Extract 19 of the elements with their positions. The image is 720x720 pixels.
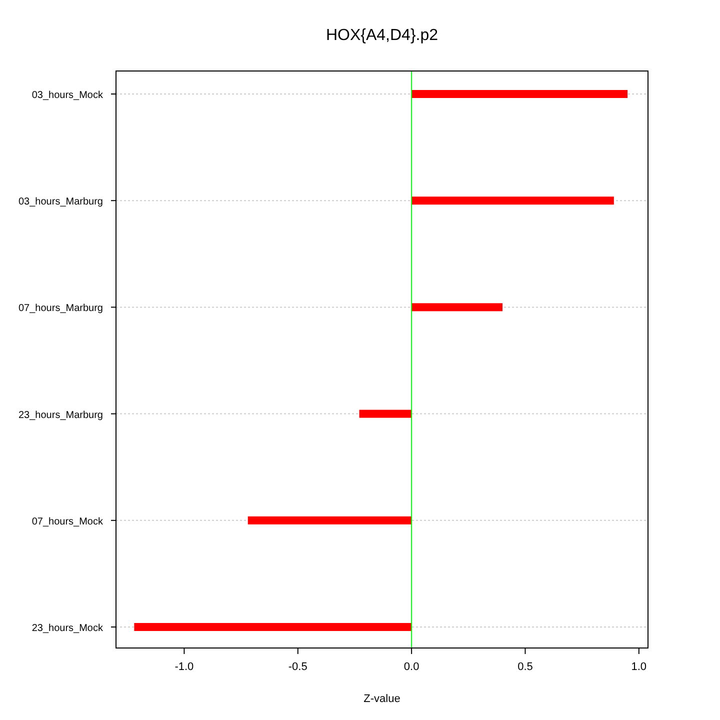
x-tick-label: -0.5	[288, 661, 308, 673]
y-tick-label: 23_hours_Mock	[32, 623, 104, 634]
y-tick-label: 07_hours_Marburg	[18, 303, 103, 314]
chart-title: HOX{A4,D4}.p2	[326, 27, 438, 44]
y-tick-label: 07_hours_Mock	[32, 516, 104, 528]
bar	[412, 90, 628, 98]
x-tick-label: 0.0	[404, 661, 420, 673]
bar	[359, 410, 412, 418]
x-tick-label: 0.5	[518, 661, 533, 673]
bar	[134, 623, 412, 631]
x-axis-title: Z-value	[364, 693, 400, 705]
bar	[412, 196, 614, 205]
bar	[412, 303, 502, 312]
y-tick-label: 03_hours_Marburg	[18, 196, 103, 208]
bar	[248, 516, 412, 524]
y-tick-label: 23_hours_Marburg	[18, 410, 103, 421]
x-tick-label: -1.0	[174, 661, 194, 673]
y-tick-label: 03_hours_Mock	[32, 90, 104, 101]
x-tick-label: 1.0	[631, 661, 647, 673]
